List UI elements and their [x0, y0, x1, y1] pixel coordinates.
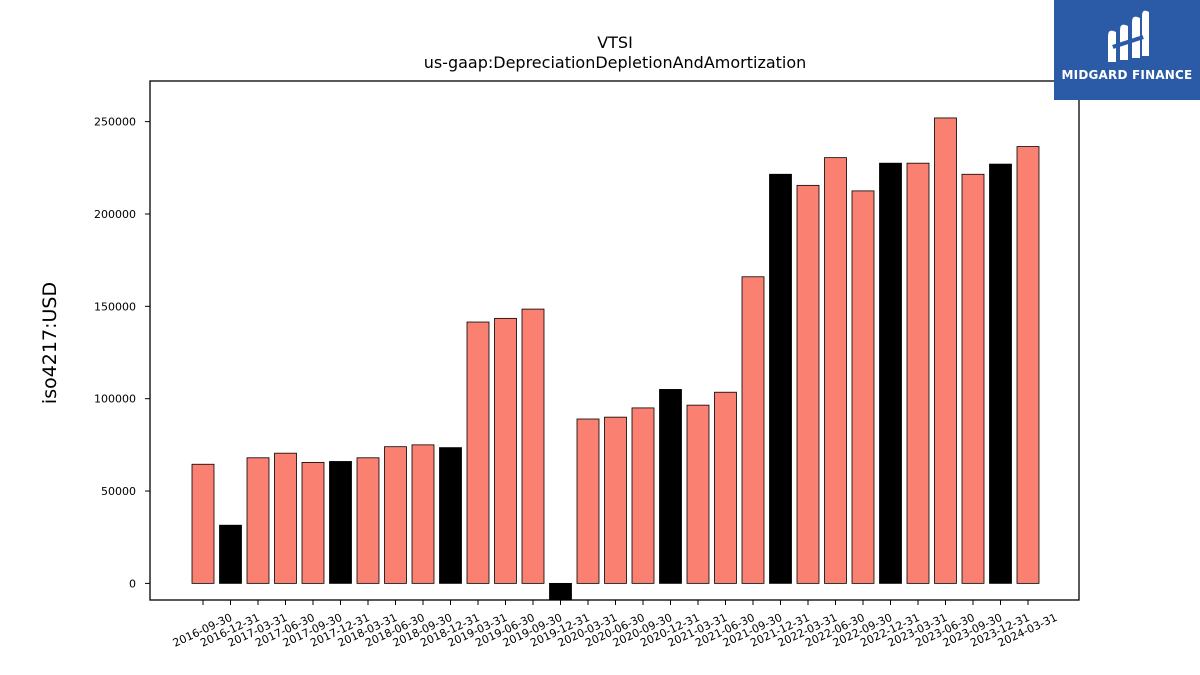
bar-2018-12-31 — [439, 447, 462, 584]
bar-2018-03-31 — [356, 457, 380, 584]
bar-2020-06-30 — [604, 416, 627, 584]
plot-frame — [149, 80, 1080, 601]
chart-subtitle: us-gaap:DepreciationDepletionAndAmortiza… — [424, 53, 807, 72]
bar-2022-03-31 — [796, 184, 820, 584]
bar-2018-09-30 — [411, 444, 435, 584]
bar-2021-12-31 — [769, 173, 792, 584]
bar-2017-12-31 — [329, 461, 352, 584]
midgard-logo: MIDGARD FINANCE — [1054, 0, 1200, 100]
y-tick-label: 0 — [129, 577, 136, 590]
bar-2019-06-30 — [494, 317, 517, 584]
bar-2023-03-31 — [906, 162, 930, 584]
chart-title: VTSI — [597, 33, 633, 52]
bar-2017-09-30 — [301, 461, 325, 584]
bar-2021-09-30 — [741, 276, 765, 584]
bar-2019-09-30 — [521, 308, 545, 584]
bar-2022-12-31 — [879, 162, 902, 584]
y-axis-label: iso4217:USD — [39, 282, 61, 404]
y-tick-label: 50000 — [101, 485, 136, 498]
logo-text: MIDGARD FINANCE — [1061, 68, 1193, 82]
bar-2017-06-30 — [274, 452, 297, 584]
bar-2020-12-31 — [659, 389, 682, 584]
y-tick-label: 100000 — [94, 393, 136, 406]
bar-2020-09-30 — [631, 407, 655, 584]
y-ticks-group: 0 50000 100000 150000 200000 250000 — [94, 116, 150, 590]
bar-2024-03-31 — [1016, 146, 1040, 584]
bar-2019-03-31 — [466, 321, 490, 584]
bar-2020-03-31 — [576, 418, 600, 584]
bar-2016-12-31 — [219, 524, 242, 584]
x-ticks-group: 2016-09-302016-12-312017-03-312017-06-30… — [171, 600, 1059, 650]
bar-2023-09-30 — [961, 173, 985, 584]
bar-2021-06-30 — [714, 391, 737, 584]
bar-2016-09-30 — [191, 463, 215, 584]
bar-2023-06-30 — [934, 117, 957, 584]
y-tick-label: 150000 — [94, 300, 136, 313]
bar-2017-03-31 — [246, 457, 270, 584]
midgard-logo-icon — [1108, 10, 1149, 62]
bar-2023-12-31 — [989, 163, 1012, 584]
y-tick-label: 250000 — [94, 116, 136, 129]
bars-group — [191, 117, 1040, 601]
y-tick-label: 200000 — [94, 208, 136, 221]
bar-2022-06-30 — [824, 157, 847, 584]
bar-2022-09-30 — [851, 190, 875, 584]
bar-2018-06-30 — [384, 446, 407, 584]
bar-2019-12-31 — [549, 582, 572, 601]
bar-2021-03-31 — [686, 404, 710, 584]
